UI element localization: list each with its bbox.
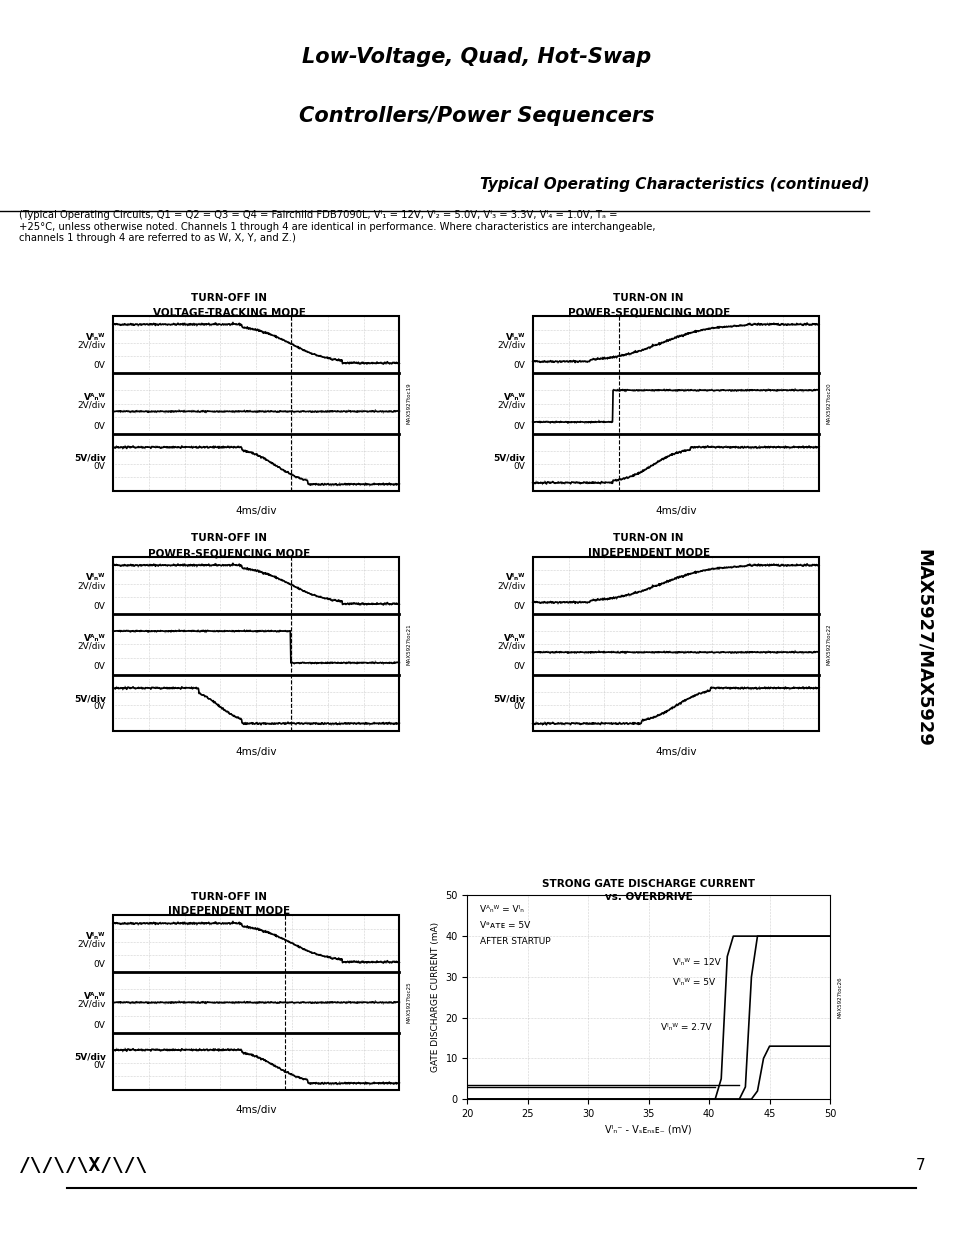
Text: POWER-SEQUENCING MODE: POWER-SEQUENCING MODE xyxy=(567,308,729,317)
Text: TURN-ON IN: TURN-ON IN xyxy=(613,293,683,303)
Text: MAX5927/MAX5929: MAX5927/MAX5929 xyxy=(914,550,932,747)
Text: 0V: 0V xyxy=(93,662,106,672)
Text: 2V/div: 2V/div xyxy=(497,401,525,410)
Text: Controllers/Power Sequencers: Controllers/Power Sequencers xyxy=(299,106,654,126)
Text: 7: 7 xyxy=(915,1158,924,1173)
Text: POWER-SEQUENCING MODE: POWER-SEQUENCING MODE xyxy=(148,548,310,558)
Text: 4ms/div: 4ms/div xyxy=(235,747,276,757)
Text: 0V: 0V xyxy=(513,703,525,711)
Text: 0V: 0V xyxy=(513,361,525,370)
Text: 2V/div: 2V/div xyxy=(497,582,525,590)
Text: /\/\/\X/\/\: /\/\/\X/\/\ xyxy=(19,1156,148,1176)
Text: Vᴬₙᵂ: Vᴬₙᵂ xyxy=(84,634,106,643)
Text: Vᴬₙᵂ: Vᴬₙᵂ xyxy=(503,634,525,643)
Text: MAX5927toc22: MAX5927toc22 xyxy=(825,624,830,666)
Y-axis label: GATE DISCHARGE CURRENT (mA): GATE DISCHARGE CURRENT (mA) xyxy=(431,923,439,1072)
Text: 0V: 0V xyxy=(93,462,106,471)
Text: Vᴵₙᵂ: Vᴵₙᵂ xyxy=(86,332,106,342)
Text: Vᴵₙᵂ = 2.7V: Vᴵₙᵂ = 2.7V xyxy=(660,1023,711,1032)
Text: TURN-OFF IN: TURN-OFF IN xyxy=(191,293,267,303)
Text: 5V/div: 5V/div xyxy=(493,454,525,463)
Text: 2V/div: 2V/div xyxy=(77,940,106,948)
Text: 0V: 0V xyxy=(93,361,106,370)
Text: Vᴵₙᵂ: Vᴵₙᵂ xyxy=(86,931,106,941)
Text: Low-Voltage, Quad, Hot-Swap: Low-Voltage, Quad, Hot-Swap xyxy=(302,47,651,67)
Text: TURN-OFF IN: TURN-OFF IN xyxy=(191,534,267,543)
Text: 0V: 0V xyxy=(513,662,525,672)
Text: MAX5927toc21: MAX5927toc21 xyxy=(406,624,411,666)
Text: INDEPENDENT MODE: INDEPENDENT MODE xyxy=(587,548,709,558)
Text: 4ms/div: 4ms/div xyxy=(235,1105,276,1115)
Text: 0V: 0V xyxy=(93,1020,106,1030)
Text: vs. OVERDRIVE: vs. OVERDRIVE xyxy=(604,892,692,902)
Text: MAX5927toc20: MAX5927toc20 xyxy=(825,383,830,425)
Text: 0V: 0V xyxy=(93,703,106,711)
Text: MAX5927toc25: MAX5927toc25 xyxy=(406,982,411,1024)
Text: Typical Operating Characteristics (continued): Typical Operating Characteristics (conti… xyxy=(479,177,868,191)
Text: Vᴵₙᵂ = 12V: Vᴵₙᵂ = 12V xyxy=(672,957,720,967)
Text: 5V/div: 5V/div xyxy=(73,695,106,704)
Text: 0V: 0V xyxy=(93,1061,106,1070)
Text: 5V/div: 5V/div xyxy=(73,454,106,463)
Text: TURN-OFF IN: TURN-OFF IN xyxy=(191,892,267,902)
Text: 2V/div: 2V/div xyxy=(77,582,106,590)
Text: Vᴬₙᵂ = Vᴵₙ: Vᴬₙᵂ = Vᴵₙ xyxy=(479,905,523,914)
Text: 0V: 0V xyxy=(93,421,106,431)
Text: 4ms/div: 4ms/div xyxy=(655,506,696,516)
Text: 0V: 0V xyxy=(93,601,106,611)
Text: 2V/div: 2V/div xyxy=(77,1000,106,1009)
Text: Vᵊᴀᴛᴇ = 5V: Vᵊᴀᴛᴇ = 5V xyxy=(479,921,529,930)
Text: Vᴬₙᵂ: Vᴬₙᵂ xyxy=(84,992,106,1002)
Text: STRONG GATE DISCHARGE CURRENT: STRONG GATE DISCHARGE CURRENT xyxy=(541,879,755,889)
Text: Vᴬₙᵂ: Vᴬₙᵂ xyxy=(503,393,525,403)
Text: MAX5927toc19: MAX5927toc19 xyxy=(406,383,411,425)
Text: 2V/div: 2V/div xyxy=(77,341,106,350)
Text: (Typical Operating Circuits, Q1 = Q2 = Q3 = Q4 = Fairchild FDB7090L, Vᴵ₁ = 12V, : (Typical Operating Circuits, Q1 = Q2 = Q… xyxy=(19,210,655,243)
Text: Vᴵₙᵂ: Vᴵₙᵂ xyxy=(505,332,525,342)
Text: Vᴵₙᵂ: Vᴵₙᵂ xyxy=(505,573,525,583)
Text: Vᴵₙᵂ = 5V: Vᴵₙᵂ = 5V xyxy=(672,978,714,987)
Text: 0V: 0V xyxy=(93,960,106,969)
Text: MAX5927toc26: MAX5927toc26 xyxy=(837,977,841,1018)
Text: TURN-ON IN: TURN-ON IN xyxy=(613,534,683,543)
Text: AFTER STARTUP: AFTER STARTUP xyxy=(479,937,550,946)
Text: INDEPENDENT MODE: INDEPENDENT MODE xyxy=(168,906,290,916)
Text: 2V/div: 2V/div xyxy=(497,341,525,350)
Text: 4ms/div: 4ms/div xyxy=(655,747,696,757)
Text: 0V: 0V xyxy=(513,421,525,431)
Text: 0V: 0V xyxy=(513,601,525,611)
Text: 2V/div: 2V/div xyxy=(77,642,106,651)
Text: 5V/div: 5V/div xyxy=(493,695,525,704)
X-axis label: Vᴵₙ⁻ - Vₛᴇₙₛᴇ₋ (mV): Vᴵₙ⁻ - Vₛᴇₙₛᴇ₋ (mV) xyxy=(605,1124,691,1135)
Text: 5V/div: 5V/div xyxy=(73,1053,106,1062)
Text: 2V/div: 2V/div xyxy=(497,642,525,651)
Text: 4ms/div: 4ms/div xyxy=(235,506,276,516)
Text: 0V: 0V xyxy=(513,462,525,471)
Text: Vᴵₙᵂ: Vᴵₙᵂ xyxy=(86,573,106,583)
Text: VOLTAGE-TRACKING MODE: VOLTAGE-TRACKING MODE xyxy=(152,308,305,317)
Text: 2V/div: 2V/div xyxy=(77,401,106,410)
Text: Vᴬₙᵂ: Vᴬₙᵂ xyxy=(84,393,106,403)
